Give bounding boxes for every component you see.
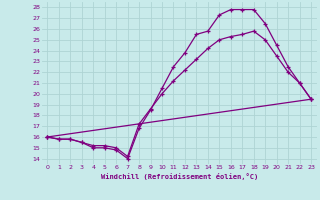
X-axis label: Windchill (Refroidissement éolien,°C): Windchill (Refroidissement éolien,°C) [100,173,258,180]
